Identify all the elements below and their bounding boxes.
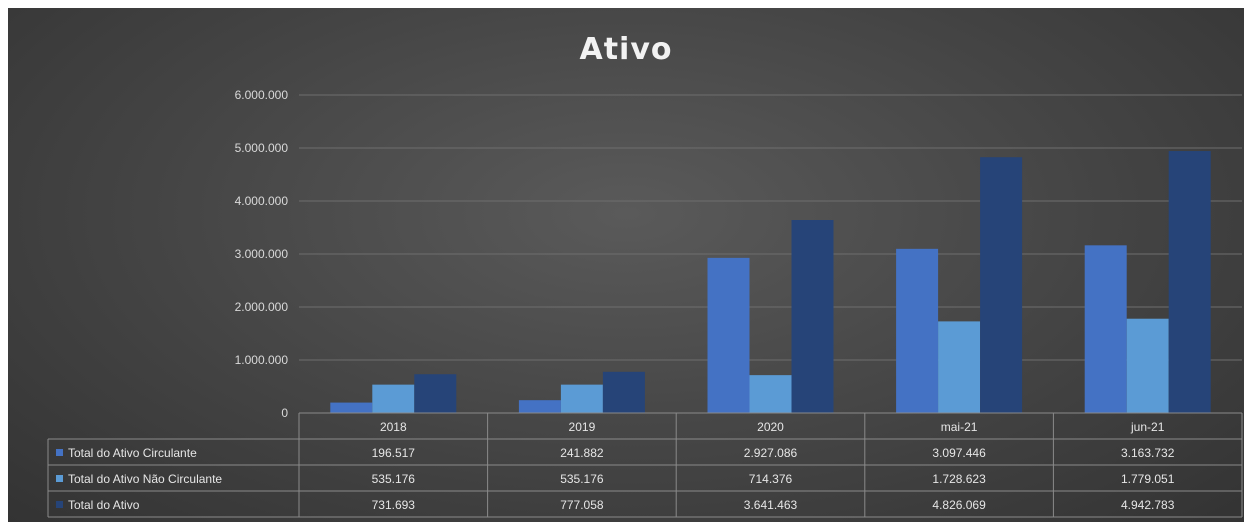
chart-frame: Ativo 0 1.000.000 2.000.000 3.000.000 4.000.… (8, 8, 1244, 522)
bar (414, 374, 457, 413)
data-label: 241.882 (560, 446, 604, 460)
y-tick-label: 4.000.000 (235, 194, 289, 208)
legend-label: Total do Ativo Não Circulante (68, 472, 222, 486)
y-tick-label: 6.000.000 (235, 88, 289, 102)
bar (896, 248, 939, 413)
category-label: 2018 (380, 420, 407, 434)
data-label: 3.097.446 (932, 446, 986, 460)
data-label: 535.176 (372, 472, 416, 486)
category-label: 2020 (757, 420, 784, 434)
bar (518, 400, 561, 413)
data-label: 4.826.069 (932, 498, 986, 512)
data-label: 1.728.623 (932, 472, 986, 486)
data-label: 196.517 (372, 446, 416, 460)
bar (330, 402, 373, 413)
data-label: 714.376 (749, 472, 793, 486)
y-tick-label: 1.000.000 (235, 353, 289, 367)
y-tick-label: 3.000.000 (235, 247, 289, 261)
bar (749, 375, 792, 413)
legend-label: Total do Ativo (68, 498, 140, 512)
category-label: 2019 (569, 420, 596, 434)
bar (938, 321, 981, 413)
legend-key (56, 501, 63, 508)
bar (1168, 151, 1211, 413)
bar (707, 257, 750, 413)
data-label: 4.942.783 (1121, 498, 1175, 512)
bar (791, 220, 834, 413)
data-label: 3.641.463 (744, 498, 798, 512)
y-tick-label: 0 (281, 406, 288, 420)
data-label: 777.058 (560, 498, 604, 512)
data-label: 2.927.086 (744, 446, 798, 460)
data-label: 1.779.051 (1121, 472, 1175, 486)
y-tick-label: 2.000.000 (235, 300, 289, 314)
bar (1084, 245, 1127, 413)
bar (1126, 318, 1169, 413)
data-label: 731.693 (372, 498, 416, 512)
chart-title: Ativo (579, 32, 673, 67)
y-tick-label: 5.000.000 (235, 141, 289, 155)
bar (980, 157, 1023, 413)
legend-key (56, 449, 63, 456)
legend-key (56, 475, 63, 482)
chart-svg: 0 1.000.000 2.000.000 3.000.000 4.000.000 5.0… (47, 88, 1243, 518)
category-label: jun-21 (1130, 420, 1165, 434)
bar (560, 384, 603, 413)
data-label: 3.163.732 (1121, 446, 1175, 460)
bar (372, 384, 415, 413)
bar (602, 371, 645, 413)
category-label: mai-21 (941, 420, 978, 434)
data-label: 535.176 (560, 472, 604, 486)
legend-label: Total do Ativo Circulante (68, 446, 197, 460)
